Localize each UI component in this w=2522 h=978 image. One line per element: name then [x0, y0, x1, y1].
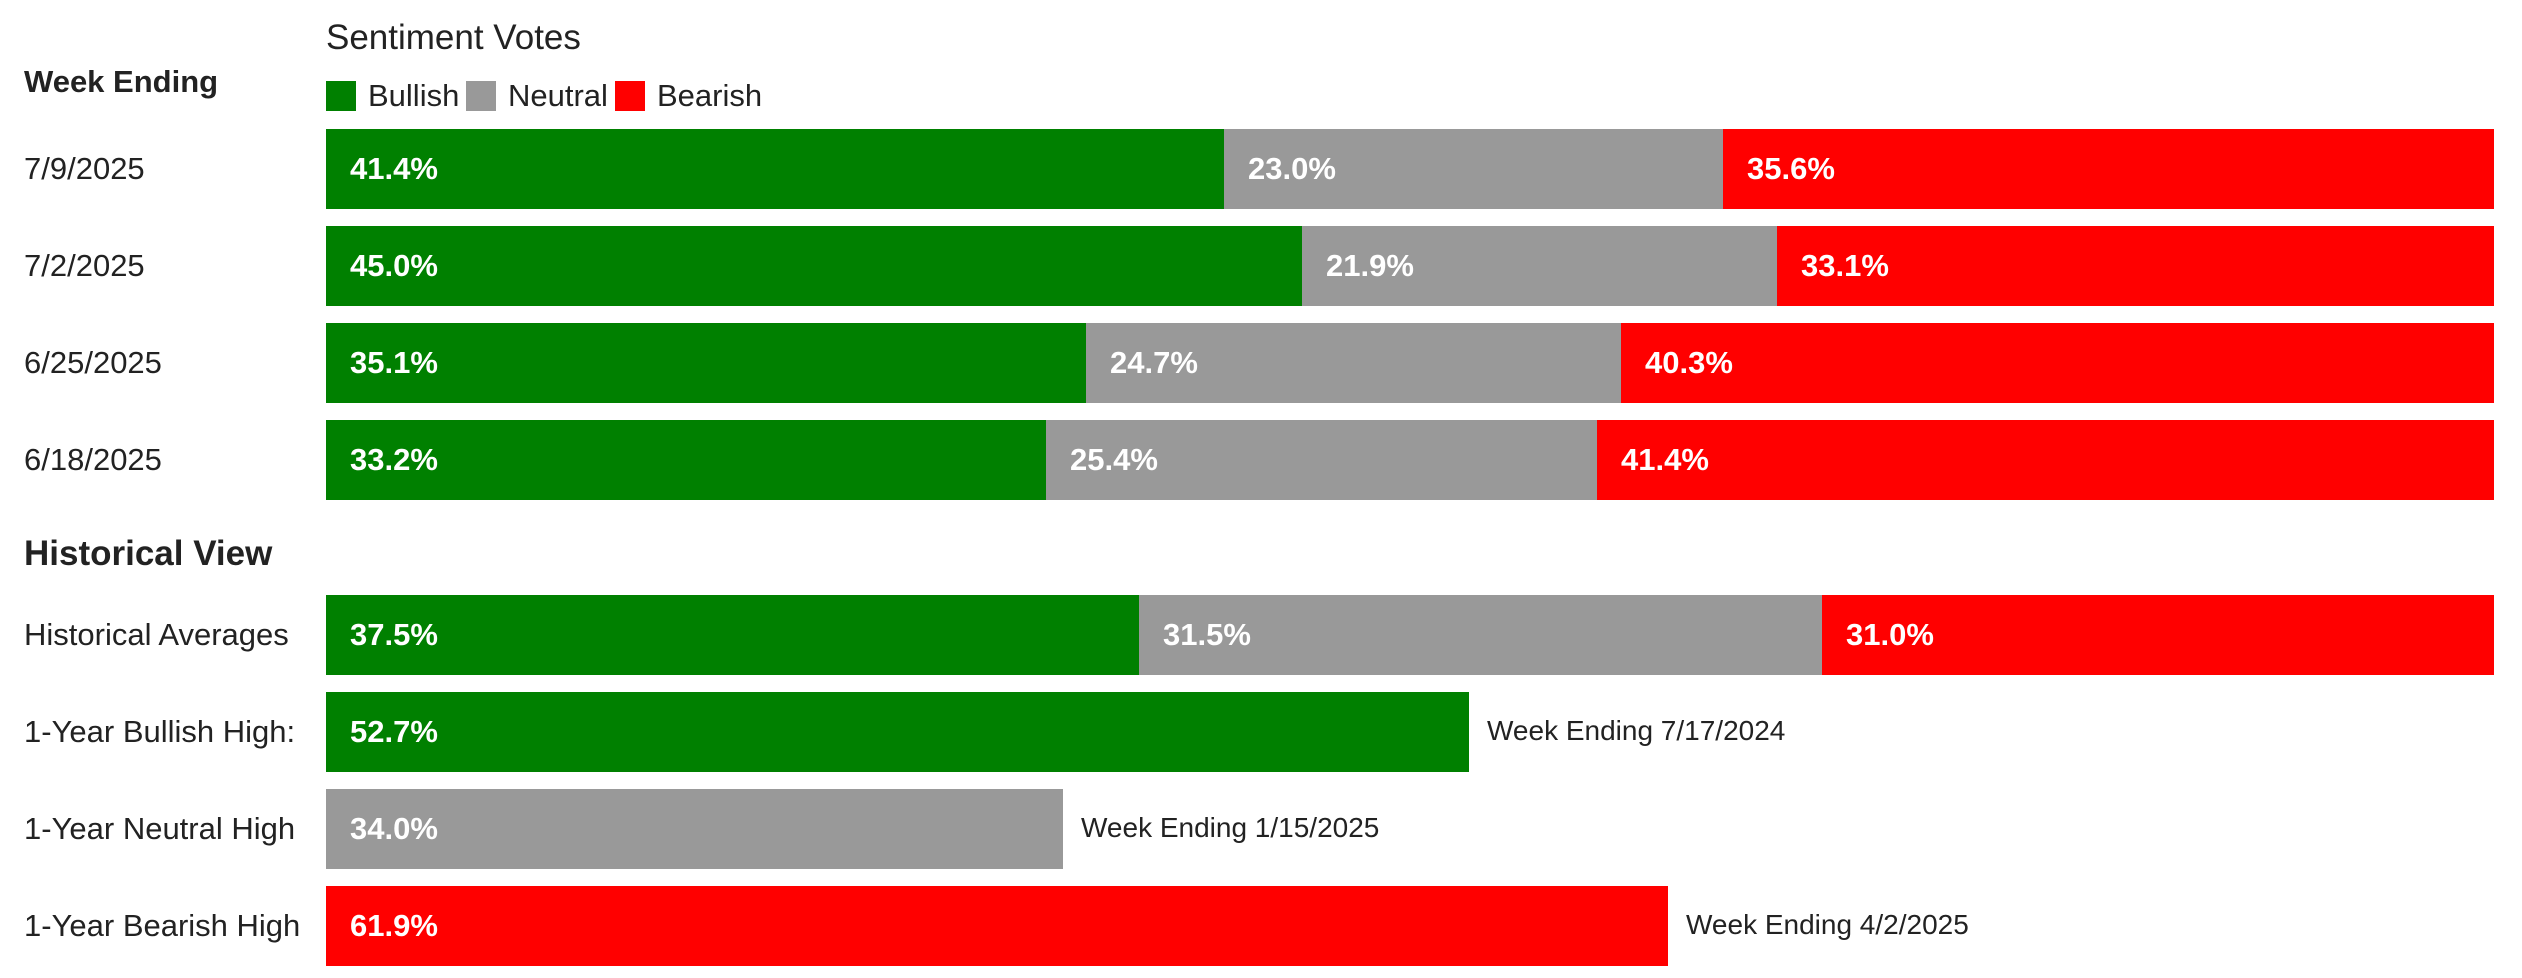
- section-header: Historical View: [24, 534, 273, 573]
- week-row-neutral-bar: 24.7%: [1086, 323, 1621, 403]
- week-label: 6/18/2025: [24, 442, 162, 477]
- historical-average-bullish-bar-label: 37.5%: [350, 617, 438, 652]
- week-row-neutral-bar-label: 24.7%: [1110, 345, 1198, 380]
- high-neutral-bar-label: 34.0%: [350, 811, 438, 846]
- legend-swatch-neutral: [466, 81, 496, 111]
- historical-average-label: Historical Averages: [24, 617, 289, 652]
- week-row-bullish-bar-label: 41.4%: [350, 151, 438, 186]
- week-row-bullish-bar: 41.4%: [326, 129, 1224, 209]
- week-row-neutral-bar: 23.0%: [1224, 129, 1723, 209]
- week-row-bullish-bar: 45.0%: [326, 226, 1302, 306]
- historical-average-neutral-bar-label: 31.5%: [1163, 617, 1251, 652]
- week-label: 7/9/2025: [24, 151, 145, 186]
- high-label-bearish: 1-Year Bearish High: [24, 908, 301, 943]
- legend-item-bearish: Bearish: [615, 78, 762, 114]
- row-header: Week Ending: [24, 64, 219, 99]
- week-label: 7/2/2025: [24, 248, 145, 283]
- high-bullish-bar-label: 52.7%: [350, 714, 438, 749]
- week-row-bearish-bar-label: 40.3%: [1645, 345, 1733, 380]
- high-bearish-bar-label: 61.9%: [350, 908, 438, 943]
- high-label-bullish: 1-Year Bullish High:: [24, 714, 296, 749]
- week-row-bearish-bar-label: 41.4%: [1621, 442, 1709, 477]
- week-row-bearish-bar-label: 35.6%: [1747, 151, 1835, 186]
- week-row-bullish-bar: 35.1%: [326, 323, 1086, 403]
- historical-average-bearish-bar-label: 31.0%: [1846, 617, 1934, 652]
- high-bearish-note: Week Ending 4/2/2025: [1686, 909, 1969, 940]
- week-row-neutral-bar: 25.4%: [1046, 420, 1597, 500]
- week-row-bearish-bar: 33.1%: [1777, 226, 2494, 306]
- historical-average-bearish-bar: 31.0%: [1822, 595, 2494, 675]
- high-bullish-bar: 52.7%: [326, 692, 1469, 772]
- historical-average-neutral-bar: 31.5%: [1139, 595, 1822, 675]
- high-bullish-note: Week Ending 7/17/2024: [1487, 715, 1786, 746]
- week-row-neutral-bar-label: 21.9%: [1326, 248, 1414, 283]
- high-bearish-bar: 61.9%: [326, 886, 1668, 966]
- historical-average-bullish-bar: 37.5%: [326, 595, 1139, 675]
- week-row-bearish-bar: 40.3%: [1621, 323, 2494, 403]
- chart-title: Sentiment Votes: [326, 18, 581, 57]
- legend-label-bearish: Bearish: [657, 78, 763, 113]
- week-row-bullish-bar-label: 33.2%: [350, 442, 438, 477]
- week-row-bearish-bar-label: 33.1%: [1801, 248, 1889, 283]
- week-label: 6/25/2025: [24, 345, 162, 380]
- week-row-neutral-bar-label: 23.0%: [1248, 151, 1336, 186]
- legend-item-bullish: Bullish: [326, 78, 459, 114]
- week-row-bullish-bar: 33.2%: [326, 420, 1046, 500]
- week-row-bearish-bar: 35.6%: [1723, 129, 2494, 209]
- high-neutral-bar: 34.0%: [326, 789, 1063, 869]
- week-row-bullish-bar-label: 35.1%: [350, 345, 438, 380]
- legend-label-neutral: Neutral: [508, 78, 608, 113]
- legend-swatch-bearish: [615, 81, 645, 111]
- week-row-neutral-bar: 21.9%: [1302, 226, 1777, 306]
- week-row-bullish-bar-label: 45.0%: [350, 248, 438, 283]
- high-label-neutral: 1-Year Neutral High: [24, 811, 296, 846]
- legend-label-bullish: Bullish: [368, 78, 460, 113]
- legend-item-neutral: Neutral: [466, 78, 608, 114]
- week-row-neutral-bar-label: 25.4%: [1070, 442, 1158, 477]
- high-neutral-note: Week Ending 1/15/2025: [1081, 812, 1380, 843]
- week-row-bearish-bar: 41.4%: [1597, 420, 2494, 500]
- legend-swatch-bullish: [326, 81, 356, 111]
